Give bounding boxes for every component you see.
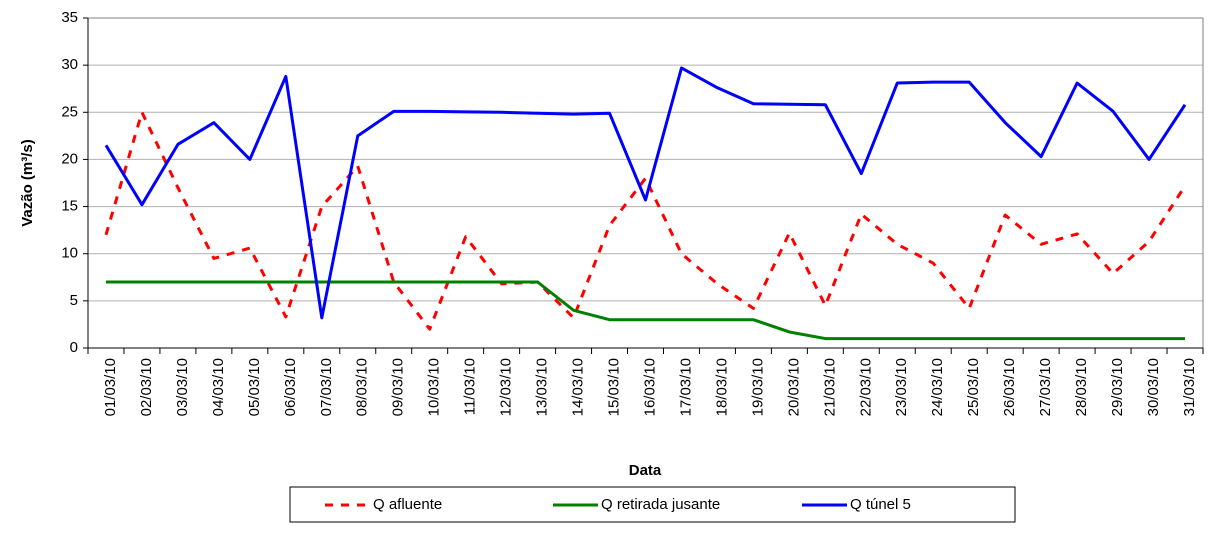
plot-frame [87,17,1204,349]
x-tick-label: 02/03/10 [138,358,155,416]
y-tick-label: 15 [61,198,78,215]
x-tick-label: 04/03/10 [210,358,227,416]
x-tick-label: 26/03/10 [1001,358,1018,416]
x-axis-title: Data [629,462,662,479]
legend-box [289,486,1016,523]
y-tick-label: 10 [61,245,78,262]
series-line [104,110,1187,331]
x-tick-label: 09/03/10 [390,358,407,416]
series-line [104,66,1187,320]
x-tick-label: 18/03/10 [713,358,730,416]
legend-label: Q afluente [373,496,442,513]
x-tick-label: 07/03/10 [318,358,335,416]
legend-label: Q retirada jusante [601,496,720,513]
x-tick-label: 05/03/10 [246,358,263,416]
x-tick-label: 01/03/10 [102,358,119,416]
x-tick-label: 25/03/10 [965,358,982,416]
x-tick-label: 08/03/10 [354,358,371,416]
legend-label: Q túnel 5 [850,496,911,513]
x-tick-label: 06/03/10 [282,358,299,416]
y-tick-label: 5 [70,292,78,309]
x-tick-label: 22/03/10 [857,358,874,416]
series-line [105,280,1186,341]
x-tick-label: 21/03/10 [821,358,838,416]
x-tick-label: 28/03/10 [1073,358,1090,416]
x-tick-label: 12/03/10 [498,358,515,416]
x-tick-label: 19/03/10 [749,358,766,416]
x-tick-label: 29/03/10 [1109,358,1126,416]
x-tick-label: 10/03/10 [426,358,443,416]
x-tick-label: 20/03/10 [785,358,802,416]
x-tick-label: 11/03/10 [462,358,479,415]
x-tick-label: 23/03/10 [893,358,910,416]
y-tick-label: 25 [61,103,78,120]
x-tick-label: 24/03/10 [929,358,946,416]
y-tick-label: 30 [61,56,78,73]
x-tick-label: 31/03/10 [1181,358,1198,416]
y-axis-title: Vazão (m³/s) [19,139,36,227]
x-tick-label: 03/03/10 [174,358,191,416]
x-tick-label: 13/03/10 [534,358,551,416]
y-tick-label: 35 [61,9,78,26]
y-tick-label: 0 [70,339,78,356]
x-tick-label: 27/03/10 [1037,358,1054,416]
y-tick-label: 20 [61,150,78,167]
x-tick-label: 16/03/10 [641,358,658,416]
x-tick-label: 17/03/10 [677,358,694,416]
x-tick-label: 15/03/10 [606,358,623,416]
x-tick-label: 14/03/10 [570,358,587,416]
x-tick-label: 30/03/10 [1145,358,1162,416]
